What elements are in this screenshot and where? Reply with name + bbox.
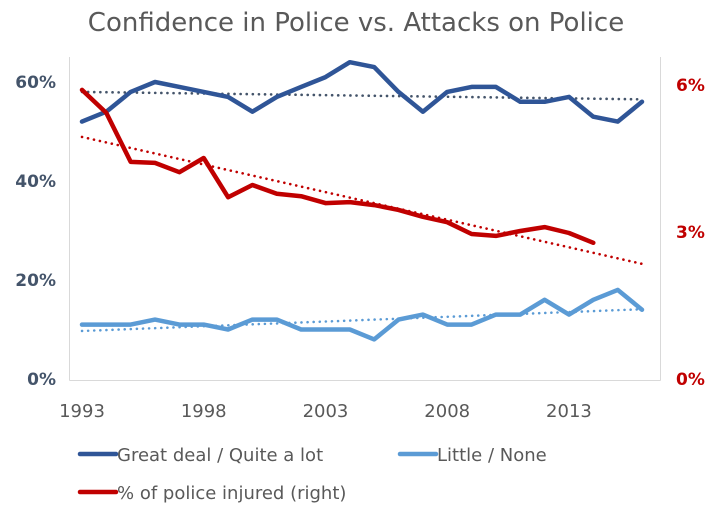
trendline-little-none: [80, 307, 644, 333]
legend-item-of-police-injured-right: % of police injured (right): [77, 483, 346, 504]
x-tick-label: 1998: [181, 401, 227, 422]
chart-title: Confidence in Police vs. Attacks on Poli…: [88, 8, 624, 38]
series-line-little-none: [79, 287, 645, 342]
x-tick-label: 2003: [303, 401, 349, 422]
x-axis: 1993 1998 2003 2008 2013: [59, 401, 592, 422]
series-line-of-police-injured-right: [79, 87, 596, 246]
trendlines: [80, 90, 644, 333]
x-tick-label: 2008: [424, 401, 470, 422]
y-tick-right-label: 3%: [676, 223, 705, 243]
y-tick-left-label: 60%: [15, 73, 56, 93]
x-tick-label: 2013: [546, 401, 592, 422]
y-tick-left-label: 40%: [15, 172, 56, 192]
series-lines: [79, 59, 645, 342]
x-tick-label: 1993: [59, 401, 105, 422]
legend-label: % of police injured (right): [117, 483, 346, 504]
y-tick-right-label: 6%: [676, 76, 705, 96]
y-axis-left: 0% 20% 40% 60%: [15, 73, 56, 390]
trendline-of-police-injured-right: [80, 135, 644, 266]
legend: Great deal / Quite a lot Little / None % o…: [77, 445, 547, 504]
legend-item-great-deal-quite-a-lot: Great deal / Quite a lot: [77, 445, 323, 466]
legend-label: Great deal / Quite a lot: [117, 445, 323, 466]
legend-label: Little / None: [437, 445, 547, 466]
series-line-great-deal-quite-a-lot: [79, 59, 645, 124]
y-tick-left-label: 0%: [27, 370, 56, 390]
y-tick-right-label: 0%: [676, 370, 705, 390]
plot-frame: [69, 57, 661, 381]
y-tick-left-label: 20%: [15, 271, 56, 291]
y-axis-right: 0% 3% 6%: [676, 76, 705, 390]
trendline-great-deal-quite-a-lot: [80, 90, 644, 101]
legend-item-little-none: Little / None: [397, 445, 547, 466]
